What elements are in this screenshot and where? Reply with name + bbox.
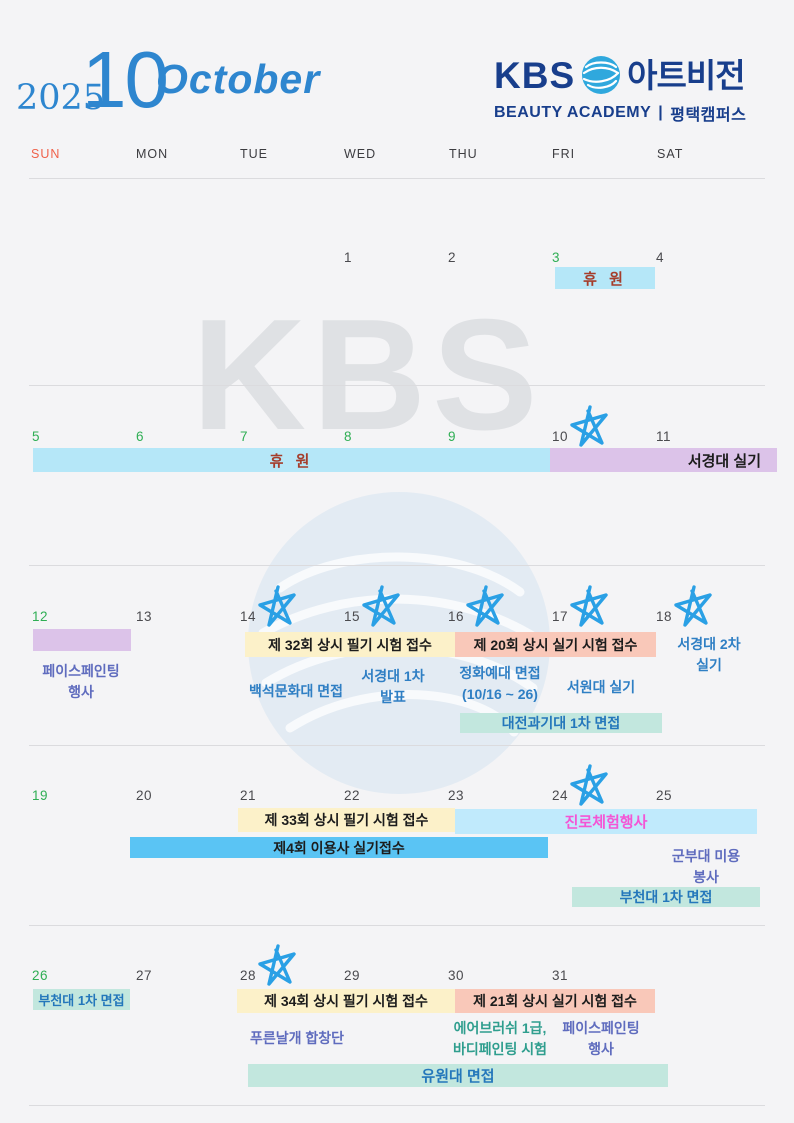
star-doodle-icon bbox=[570, 764, 608, 806]
logo-kbs-text: KBS bbox=[494, 54, 576, 96]
date-12: 12 bbox=[32, 609, 49, 624]
date-8: 8 bbox=[344, 429, 353, 444]
event-bar-yuwondae-myeonjeop: 유원대 면접 bbox=[248, 1064, 668, 1087]
date-22: 22 bbox=[344, 788, 361, 803]
event-text-baekseok-myeonjeop: 백석문화대 면접 bbox=[248, 683, 344, 699]
date-14: 14 bbox=[240, 609, 257, 624]
event-bar-exam21-silgi: 제 21회 상시 실기 시험 접수 bbox=[455, 989, 655, 1013]
date-27: 27 bbox=[136, 968, 153, 983]
event-bar-closure-oct5-9: 휴 원 bbox=[33, 448, 550, 472]
event-bar-bucheondae-myeonjeop: 부천대 1차 면접 bbox=[572, 887, 760, 907]
date-11: 11 bbox=[656, 429, 672, 444]
date-31: 31 bbox=[552, 968, 569, 983]
date-28: 28 bbox=[240, 968, 257, 983]
date-2: 2 bbox=[448, 250, 457, 265]
date-15: 15 bbox=[344, 609, 361, 624]
event-bar-exam33-pilgi: 제 33회 상시 필기 시험 접수 bbox=[238, 808, 455, 832]
event-text-bucheondae-myeonjeop: 부천대 1차 면접 bbox=[33, 989, 130, 1010]
date-24: 24 bbox=[552, 788, 569, 803]
date-21: 21 bbox=[240, 788, 257, 803]
weekday-sun: SUN bbox=[31, 147, 61, 161]
logo-brand-text: 아트비전 bbox=[627, 56, 745, 94]
logo-campus: 평택캠퍼스 bbox=[670, 107, 747, 124]
grid-line bbox=[29, 745, 765, 746]
date-6: 6 bbox=[136, 429, 145, 444]
grid-line bbox=[29, 565, 765, 566]
event-text-facepainting-w3: 페이스페인팅 행사 bbox=[42, 663, 120, 700]
date-10: 10 bbox=[552, 429, 569, 444]
logo-globe-icon bbox=[582, 56, 621, 94]
event-text-airbrush-bodypainting: 에어브러쉬 1급, 바디페인팅 시험 bbox=[452, 1020, 548, 1057]
date-9: 9 bbox=[448, 429, 457, 444]
date-19: 19 bbox=[32, 788, 49, 803]
kbs-artvision-logo: KBS 아트비전 BEAUTY ACADEMY | 평택캠퍼스 bbox=[494, 54, 756, 125]
date-25: 25 bbox=[656, 788, 673, 803]
weekday-fri: FRI bbox=[552, 147, 576, 161]
star-doodle-icon bbox=[258, 585, 296, 627]
date-13: 13 bbox=[136, 609, 153, 624]
weekday-thu: THU bbox=[449, 147, 478, 161]
event-text-pureunnalgae: 푸른날개 합창단 bbox=[249, 1030, 345, 1046]
event-bar-facepainting-highlight bbox=[33, 629, 131, 651]
date-23: 23 bbox=[448, 788, 465, 803]
grid-line bbox=[29, 385, 765, 386]
event-text-gunbudae-bongsa: 군부대 미용 봉사 bbox=[671, 848, 741, 885]
event-bar-jinro-cheheom: 진로체험행사 bbox=[455, 809, 757, 834]
date-29: 29 bbox=[344, 968, 361, 983]
grid-line bbox=[29, 178, 765, 179]
event-bar-exam20-silgi: 제 20회 상시 실기 시험 접수 bbox=[455, 632, 656, 657]
event-text-seowondae-silgi: 서원대 실기 bbox=[566, 679, 636, 695]
year-label: 2025 bbox=[16, 78, 106, 118]
event-text-jeonghwa-myeonjeop: 정화예대 면접 (10/16 ~ 26) bbox=[459, 665, 541, 702]
date-26: 26 bbox=[32, 968, 49, 983]
weekday-sat: SAT bbox=[657, 147, 684, 161]
event-bar-iyongsa-jeopsu: 제4회 이용사 실기접수 bbox=[130, 837, 548, 858]
event-bar-closure-oct3: 휴 원 bbox=[555, 267, 655, 289]
date-18: 18 bbox=[656, 609, 673, 624]
event-bar-exam34-pilgi: 제 34회 상시 필기 시험 접수 bbox=[237, 989, 455, 1013]
star-doodle-icon bbox=[570, 405, 608, 447]
grid-line bbox=[29, 1105, 765, 1106]
event-bar-exam32-pilgi: 제 32회 상시 필기 시험 접수 bbox=[245, 632, 455, 657]
weekday-mon: MON bbox=[136, 147, 169, 161]
event-text-seokyeongdae-2cha: 서경대 2차 실기 bbox=[677, 636, 741, 673]
month-number-label: 10 bbox=[82, 35, 169, 124]
logo-subtitle: BEAUTY ACADEMY bbox=[494, 104, 652, 121]
date-7: 7 bbox=[240, 429, 249, 444]
date-3: 3 bbox=[552, 250, 561, 265]
month-name-label: October bbox=[156, 56, 321, 102]
star-doodle-icon bbox=[258, 944, 296, 986]
date-30: 30 bbox=[448, 968, 465, 983]
star-doodle-icon bbox=[570, 585, 608, 627]
event-bar-daejeon-myeonjeop: 대전과기대 1차 면접 bbox=[460, 713, 662, 733]
date-16: 16 bbox=[448, 609, 465, 624]
logo-divider: | bbox=[658, 104, 664, 121]
event-text-facepainting-w5: 페이스페인팅 행사 bbox=[562, 1020, 640, 1057]
date-5: 5 bbox=[32, 429, 41, 444]
weekday-wed: WED bbox=[344, 147, 377, 161]
star-doodle-icon bbox=[466, 585, 504, 627]
weekday-tue: TUE bbox=[240, 147, 268, 161]
date-17: 17 bbox=[552, 609, 569, 624]
date-20: 20 bbox=[136, 788, 153, 803]
date-1: 1 bbox=[344, 250, 353, 265]
star-doodle-icon bbox=[362, 585, 400, 627]
date-4: 4 bbox=[656, 250, 665, 265]
event-bar-seokyeongdae-silgi: 서경대 실기 bbox=[550, 448, 777, 472]
kbs-text-watermark: KBS bbox=[192, 287, 544, 463]
star-doodle-icon bbox=[674, 585, 712, 627]
grid-line bbox=[29, 925, 765, 926]
event-text-seokyeongdae-1cha: 서경대 1차 발표 bbox=[361, 668, 425, 705]
